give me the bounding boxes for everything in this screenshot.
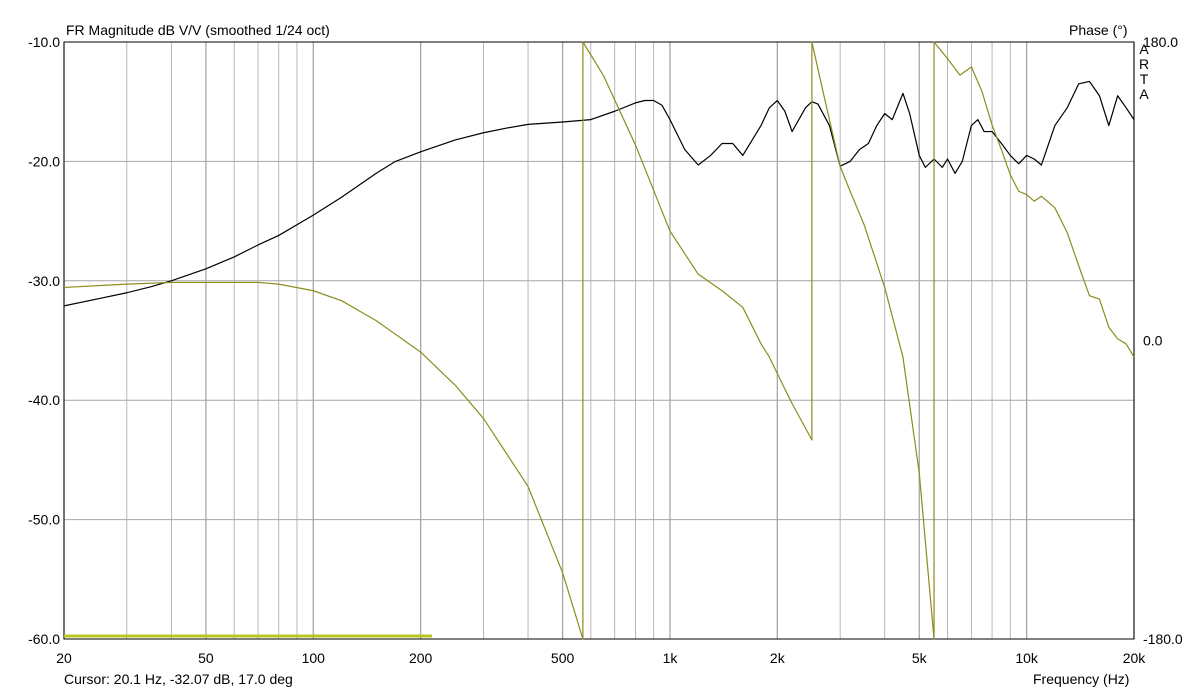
chart-title: FR Magnitude dB V/V (smoothed 1/24 oct) <box>66 22 330 38</box>
y2-tick-label: 180.0 <box>1143 34 1178 50</box>
x-tick-label: 10k <box>1015 650 1039 666</box>
y-tick-label: -40.0 <box>28 392 60 408</box>
phase-line <box>63 41 1135 640</box>
y-tick-label: -10.0 <box>28 34 60 50</box>
plot-frame <box>63 41 1135 640</box>
brand-letter: R <box>1138 56 1150 72</box>
series-group <box>63 41 1135 640</box>
x-tick-label: 20 <box>56 650 72 666</box>
y-tick-label: -30.0 <box>28 273 60 289</box>
x-axis-title: Frequency (Hz) <box>1033 671 1130 687</box>
brand-letter: T <box>1139 71 1149 87</box>
arta-logo: A R T A <box>1137 42 1151 102</box>
y2-tick-label: 0.0 <box>1143 333 1163 349</box>
brand-letter: A <box>1139 41 1149 57</box>
brand-letter: A <box>1139 86 1149 102</box>
x-tick-label: 50 <box>198 650 214 666</box>
y-tick-label: -60.0 <box>28 631 60 647</box>
x-tick-label: 100 <box>302 650 326 666</box>
magnitude-line <box>63 80 1135 307</box>
y-tick-labels: -10.0 -20.0 -30.0 -40.0 -50.0 -60.0 <box>28 34 60 647</box>
x-tick-labels: 20 50 100 200 500 1k 2k 5k 10k 20k <box>56 650 1146 666</box>
y-tick-label: -20.0 <box>28 153 60 169</box>
x-tick-label: 1k <box>663 650 679 666</box>
x-tick-label: 5k <box>912 650 928 666</box>
x-tick-label: 200 <box>409 650 433 666</box>
y2-tick-label: -180.0 <box>1143 631 1183 647</box>
phase-axis-title: Phase (°) <box>1069 22 1128 38</box>
x-tick-label: 2k <box>770 650 786 666</box>
y2-tick-labels: 180.0 0.0 -180.0 <box>1143 34 1183 647</box>
x-tick-label: 20k <box>1123 650 1147 666</box>
cursor-readout: Cursor: 20.1 Hz, -32.07 dB, 17.0 deg <box>64 671 293 687</box>
plot-area[interactable] <box>64 42 1134 639</box>
x-tick-label: 500 <box>551 650 575 666</box>
y-tick-label: -50.0 <box>28 512 60 528</box>
